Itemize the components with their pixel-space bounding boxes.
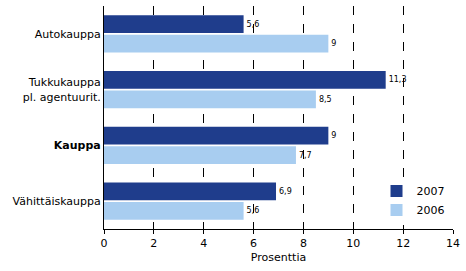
svg-text:6,9: 6,9 — [279, 187, 292, 196]
svg-text:Tukkukauppapl. agentuurit.: Tukkukauppapl. agentuurit. — [23, 76, 101, 103]
svg-text:9: 9 — [331, 39, 336, 48]
svg-text:4: 4 — [200, 237, 207, 250]
svg-text:Autokauppa: Autokauppa — [35, 28, 101, 41]
svg-text:10: 10 — [346, 237, 360, 250]
svg-text:8: 8 — [300, 237, 307, 250]
svg-text:0: 0 — [101, 237, 108, 250]
svg-text:9: 9 — [331, 131, 336, 140]
svg-text:8,5: 8,5 — [319, 95, 332, 104]
svg-text:2006: 2006 — [417, 204, 445, 217]
svg-text:Kauppa: Kauppa — [54, 139, 101, 152]
svg-text:14: 14 — [446, 237, 460, 250]
svg-text:7,7: 7,7 — [299, 151, 312, 160]
svg-text:11,3: 11,3 — [389, 75, 407, 84]
svg-text:Prosenttia: Prosenttia — [251, 251, 306, 264]
svg-text:2007: 2007 — [417, 185, 445, 198]
svg-text:Vähittäiskauppa: Vähittäiskauppa — [13, 195, 101, 208]
svg-text:6: 6 — [250, 237, 257, 250]
svg-text:5,6: 5,6 — [247, 206, 260, 215]
svg-text:2: 2 — [150, 237, 157, 250]
svg-text:5,6: 5,6 — [247, 20, 260, 29]
svg-text:12: 12 — [396, 237, 410, 250]
